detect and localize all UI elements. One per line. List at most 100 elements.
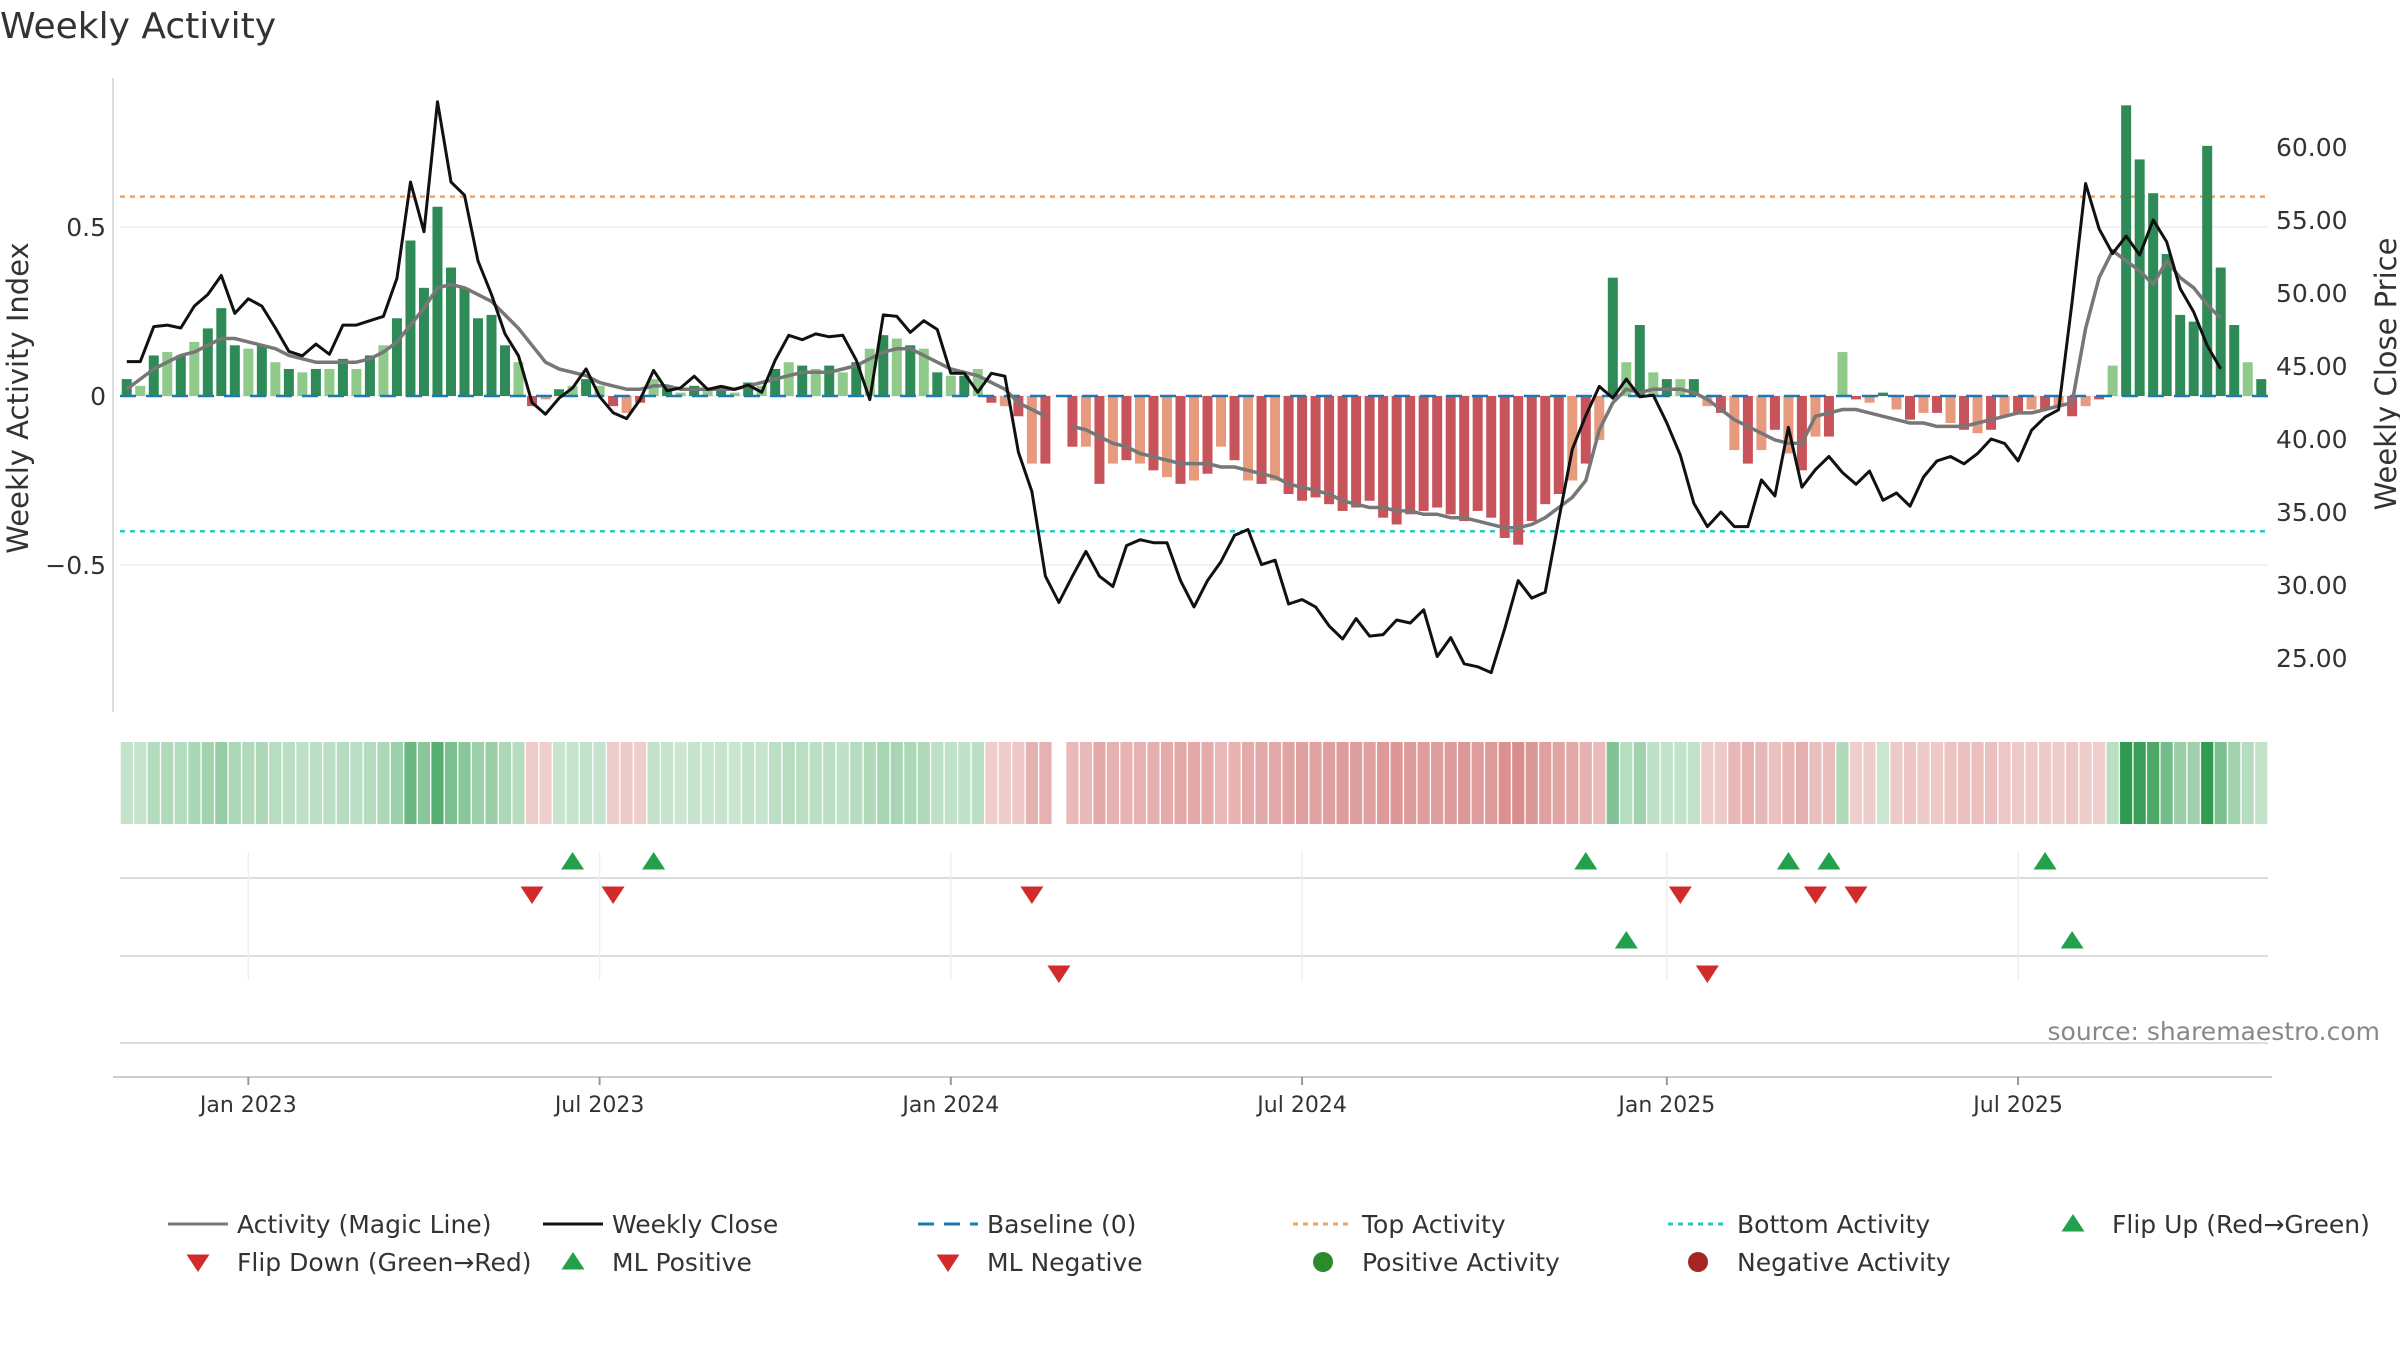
heat-cell	[863, 742, 876, 824]
heat-cell	[647, 742, 660, 824]
activity-bar	[378, 345, 389, 396]
legend-item: Activity (Magic Line)	[168, 1210, 491, 1239]
activity-bar	[1161, 396, 1172, 478]
heat-cell	[823, 742, 836, 824]
activity-bar	[824, 365, 835, 396]
y2-tick-label: 35.00	[2276, 498, 2348, 527]
heat-cell	[1593, 742, 1606, 824]
y2-tick-label: 50.00	[2276, 279, 2348, 308]
legend-label: Bottom Activity	[1737, 1210, 1930, 1239]
heat-cell	[471, 742, 485, 824]
activity-bar	[283, 368, 294, 396]
heat-cell	[512, 742, 525, 824]
activity-bar	[1891, 396, 1902, 410]
activity-bar	[459, 287, 470, 396]
heat-cell	[1187, 742, 1201, 824]
heat-cell	[1836, 742, 1849, 824]
heat-cell	[1782, 742, 1795, 824]
heat-cell	[2147, 742, 2160, 824]
activity-bar	[1715, 396, 1726, 413]
activity-bar	[243, 348, 254, 396]
activity-bar	[1148, 396, 1159, 471]
heat-cell	[1066, 742, 1079, 824]
chart-title: Weekly Activity	[0, 6, 276, 47]
y2-tick-label: 55.00	[2276, 206, 2348, 235]
heat-cell	[336, 742, 349, 824]
activity-bar	[621, 396, 632, 413]
legend-item: ML Positive	[561, 1248, 752, 1277]
heat-cell	[607, 742, 620, 824]
heat-cell	[1687, 742, 1700, 824]
heat-cell	[1606, 742, 1619, 824]
heat-cell	[1701, 742, 1714, 824]
heat-cell	[552, 742, 566, 824]
heat-cell	[1498, 742, 1511, 824]
ml-positive-marker	[1614, 931, 1638, 949]
heat-cell	[1282, 742, 1295, 824]
heat-cell	[998, 742, 1011, 824]
legend-label: Flip Up (Red→Green)	[2112, 1210, 2370, 1239]
heat-cell	[404, 742, 417, 824]
magic-line	[125, 248, 2222, 530]
heat-cell	[1957, 742, 1971, 824]
heat-cell	[755, 742, 768, 824]
activity-bar	[567, 385, 578, 396]
activity-bar	[1080, 396, 1091, 447]
activity-bar	[2013, 396, 2024, 413]
activity-bar	[1513, 396, 1524, 545]
activity-bar	[594, 385, 605, 396]
heat-cell	[1741, 742, 1754, 824]
heat-cell	[1714, 742, 1727, 824]
heat-cell	[1620, 742, 1633, 824]
y2-tick-label: 40.00	[2276, 425, 2348, 454]
signal-panels	[120, 852, 2268, 1044]
activity-bar	[540, 396, 551, 400]
activity-bar	[1837, 352, 1848, 396]
activity-bar	[473, 318, 483, 396]
activity-bar	[864, 348, 875, 396]
heat-cell	[431, 742, 444, 824]
activity-bar	[932, 372, 943, 396]
heat-cell	[498, 742, 512, 824]
heat-cell	[931, 742, 944, 824]
legend-swatch	[1688, 1252, 1708, 1272]
heat-cell	[269, 742, 282, 824]
activity-bar	[445, 267, 456, 396]
activity-bar	[2256, 379, 2267, 396]
activity-bar	[1270, 396, 1281, 481]
heat-cell	[134, 742, 147, 824]
activity-bar	[175, 355, 186, 396]
activity-bar	[1850, 396, 1861, 400]
activity-bar	[1959, 396, 1970, 430]
activity-bar	[1256, 396, 1267, 484]
heat-cell	[1525, 742, 1538, 824]
y2-tick-label: 25.00	[2276, 644, 2348, 673]
heat-cell	[377, 742, 390, 824]
y2-tick-label: 60.00	[2276, 133, 2348, 162]
activity-heat-strip	[120, 742, 2268, 824]
heat-cell	[2025, 742, 2038, 824]
heat-cell	[1566, 742, 1579, 824]
activity-bar	[945, 375, 956, 396]
flip-up-marker	[642, 852, 666, 870]
y2-tick-label: 30.00	[2276, 571, 2348, 600]
activity-bar	[1648, 372, 1659, 396]
activity-bar	[1986, 396, 1997, 430]
heat-cell	[1093, 742, 1106, 824]
activity-bar	[1972, 396, 1983, 434]
heat-cell	[1377, 742, 1390, 824]
activity-bar	[675, 392, 686, 396]
heat-cell	[1268, 742, 1282, 824]
activity-bar	[608, 396, 619, 407]
heat-cell	[2255, 742, 2268, 824]
heat-cell	[539, 742, 552, 824]
heat-cell	[579, 742, 593, 824]
heat-cell	[2039, 742, 2052, 824]
heat-cell	[688, 742, 701, 824]
heat-cell	[2011, 742, 2025, 824]
flip-up-marker	[1817, 852, 1841, 870]
heat-cell	[1863, 742, 1876, 824]
activity-bar	[2202, 145, 2213, 396]
x-tick-label: Jan 2025	[1616, 1093, 1715, 1118]
heat-cell	[1876, 742, 1890, 824]
